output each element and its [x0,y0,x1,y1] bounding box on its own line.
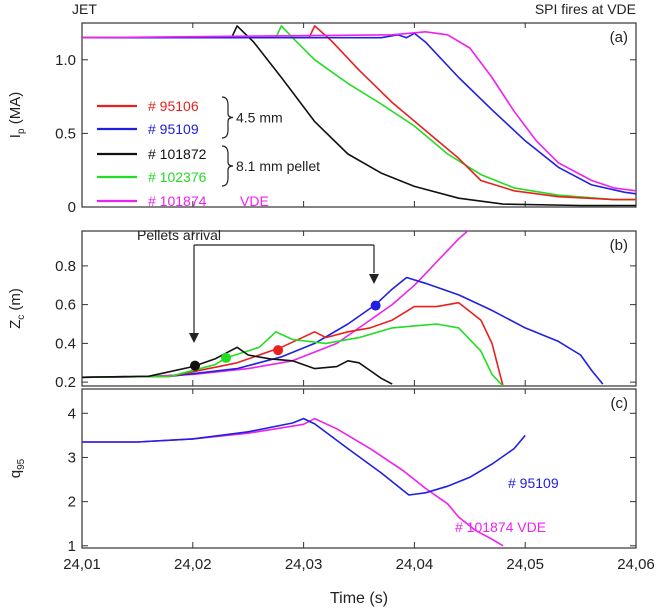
x-tick-label: 24,01 [63,556,101,573]
y-tick-label: 0.8 [55,258,76,275]
series-label-95109: # 95109 [508,475,559,491]
x-tick-label: 24,05 [506,556,544,573]
series-line-95106 [82,301,504,386]
y-label-main: q [7,470,24,478]
x-tick-label: 24,03 [285,556,323,573]
y-label-sub: 95 [16,458,27,470]
x-axis-label: Time (s) [330,590,388,607]
legend-note: VDE [240,193,269,209]
panel-a-ip: 0 0.5 1.0 Ip (MA) (a) # 95106 # 95109 # 101872 #… [7,22,637,216]
series-line-102376 [82,323,504,386]
pellet-arrival-marker [273,345,284,356]
series-line-101872 [82,25,636,207]
legend-label: # 101872 [148,146,207,162]
y-label-main: I [7,134,24,138]
pellet-arrival-marker [190,360,201,371]
series-line-101872 [82,346,393,385]
plot-frame [81,388,637,549]
series-line-101874 [82,31,636,192]
legend-brace-label: 4.5 mm [236,110,283,126]
y-axis-label: Ip (MA) [7,92,27,138]
legend-brace [221,96,234,139]
legend-label: # 95109 [148,121,199,137]
y-tick-label: 3 [68,449,76,466]
annotation-arrowhead [369,274,379,284]
panel-c-q95: 1 2 3 4 q95 (c) # 95109 # 101874 VDE [7,388,637,555]
legend-brace-label: 8.1 mm pellet [236,158,320,174]
y-tick-label: 0 [68,199,76,216]
panel-label: (c) [611,395,629,412]
x-tick-label: 24,04 [396,556,434,573]
y-tick-label: 0.4 [55,335,76,352]
y-label-sub: p [16,128,27,134]
x-tick-label: 24,02 [174,556,212,573]
plot-frame [81,230,637,387]
x-axis: 24,01 24,02 24,03 24,04 24,05 24,06 Time (s) [63,556,655,607]
legend-label: # 101874 [148,193,207,209]
series-line-95106 [82,25,636,201]
pellets-arrival-annotation: Pellets arrival [137,227,221,243]
pellet-arrival-marker [221,352,232,363]
y-axis-label: Zc (m) [7,288,27,329]
y-tick-label: 1 [68,538,76,555]
header-left: JET [72,1,97,17]
series-label-101874: # 101874 VDE [455,519,546,535]
header-right: SPI fires at VDE [535,1,636,17]
y-tick-label: 4 [68,405,76,422]
y-tick-label: 2 [68,494,76,511]
panel-b-zc: 0.2 0.4 0.6 0.8 Zc (m) (b) Pellets arrival [7,227,637,391]
series-line-101874 [82,417,504,547]
pellet-arrival-marker [370,300,381,311]
panel-label: (a) [610,29,628,46]
series-line-95109 [82,276,604,385]
y-label-unit: (m) [7,288,24,315]
y-tick-label: 0.5 [55,125,76,142]
plot-frame [81,22,637,208]
y-label-main: Z [7,320,24,329]
y-label-sub: c [16,315,27,320]
x-tick-label: 24,06 [617,556,655,573]
y-axis-label: q95 [7,458,27,478]
panel-label: (b) [610,237,628,254]
y-tick-label: 0.2 [55,374,76,391]
legend-brace [221,145,234,187]
series-line-101874 [82,231,469,379]
series-line-95109 [82,417,526,496]
legend-label: # 95106 [148,98,199,114]
y-tick-label: 0.6 [55,297,76,314]
annotation-arrowhead [189,333,199,343]
y-label-unit: (MA) [7,92,24,129]
series-line-102376 [82,25,636,201]
y-tick-label: 1.0 [55,52,76,69]
legend-label: # 102376 [148,169,207,185]
